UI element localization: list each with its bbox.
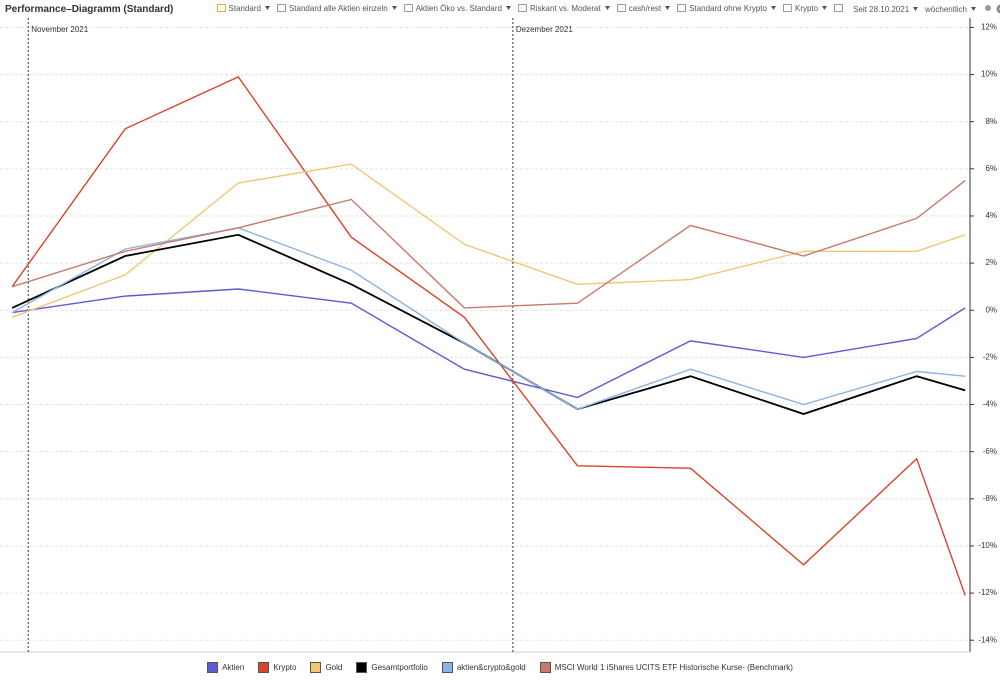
icons (984, 4, 1000, 14)
caret (505, 6, 511, 11)
y-tick-label: -10% (978, 541, 997, 550)
y-tick-label: -6% (983, 447, 997, 456)
view-item[interactable] (834, 4, 846, 13)
legend-item[interactable]: MSCI World 1 iShares UCITS ETF Historisc… (539, 661, 793, 673)
period-select[interactable]: Seit 28.10.2021 (853, 4, 919, 14)
legend-label: Aktien (222, 662, 245, 672)
legend-label: Gold (325, 662, 343, 672)
legend-item[interactable]: Gold (310, 661, 343, 673)
legend-swatch (207, 661, 219, 673)
y-tick-label: 10% (981, 70, 997, 79)
interval: wöchentlich (925, 4, 967, 14)
y-tick-label: 0% (985, 305, 997, 314)
legend-label: MSCI World 1 iShares UCITS ETF Historisc… (554, 662, 793, 672)
legend-swatch (356, 661, 368, 673)
legend-label: Gesamtportfolio (371, 662, 428, 672)
caret (391, 6, 397, 11)
legend-swatch (258, 661, 270, 673)
view-item[interactable]: Krypto (782, 3, 828, 13)
view-label: Standard ohne Krypto (689, 3, 767, 13)
series-line (11, 76, 966, 596)
legend-swatch (539, 661, 551, 673)
checkbox (517, 4, 527, 13)
user-icon[interactable] (984, 5, 991, 11)
legend-item[interactable]: aktien&crypto&gold (441, 661, 526, 673)
caret-shape (391, 6, 397, 11)
chart: 12% 10% 8% 6% 4% 2% 0% -2% -4% -6% -8% -10% -12% -14%… (0, 18, 997, 653)
view-list: Standard Standard alle Aktien einzeln Akti… (216, 3, 854, 15)
legend-swatch (310, 661, 322, 673)
chart-title: Performance–Diagramm (Standard) (5, 3, 174, 15)
y-tick-label: 6% (985, 164, 997, 173)
interval-select[interactable]: wöchentlich (925, 5, 976, 14)
settings-icon[interactable] (996, 4, 1000, 14)
caret-shape (770, 6, 776, 11)
checkbox (677, 4, 687, 13)
caret (970, 7, 976, 11)
legend-item[interactable]: Aktien (207, 661, 245, 673)
period: Seit 28.10.2021 (853, 4, 910, 14)
y-tick-label: 2% (985, 258, 997, 267)
legend-item[interactable]: Krypto (258, 661, 297, 673)
caret (665, 6, 671, 11)
caret (822, 6, 828, 11)
checkbox (403, 4, 413, 13)
legend-item[interactable]: Gesamtportfolio (356, 661, 428, 673)
view-label: Aktien Öko vs. Standard (415, 3, 502, 13)
y-tick-label: -12% (978, 588, 997, 597)
caret-shape (822, 6, 828, 11)
series-line (11, 233, 966, 415)
view-label: Standard alle Aktien einzeln (288, 3, 388, 13)
view-item[interactable]: cash/rest (616, 3, 671, 13)
legend-label: aktien&crypto&gold (456, 662, 526, 672)
view-item[interactable]: Standard ohne Krypto (677, 4, 776, 13)
checkbox (276, 4, 286, 13)
caret (604, 6, 610, 11)
view-item[interactable]: Aktien Öko vs. Standard (403, 3, 511, 13)
series-line (11, 163, 966, 318)
month-label: November 2021 (31, 25, 88, 34)
caret-shape (505, 6, 511, 11)
y-tick-label: -2% (983, 352, 997, 361)
caret-shape (264, 6, 270, 11)
legend-label: Krypto (273, 662, 297, 672)
legend-swatch (441, 661, 453, 673)
legend: Aktien Krypto Gold Gesamtportfolio aktien&cr… (0, 660, 1000, 674)
y-tick-label: 4% (985, 211, 997, 220)
view-label: Krypto (794, 3, 819, 13)
y-tick-label: 8% (985, 117, 997, 126)
toolbar: Performance–Diagramm (Standard) Standard… (0, 0, 1000, 18)
checkbox (216, 4, 226, 13)
view-item[interactable]: Standard (216, 3, 270, 13)
month-label: Dezember 2021 (516, 25, 573, 34)
view-label: Riskant vs. Moderat (529, 3, 601, 13)
view-item[interactable]: Riskant vs. Moderat (517, 3, 610, 13)
caret (770, 6, 776, 11)
caret (913, 7, 919, 11)
y-tick-label: 12% (981, 23, 997, 32)
checkbox (782, 4, 792, 13)
y-tick-label: -4% (983, 400, 997, 409)
caret-shape (604, 6, 610, 11)
series-line (11, 227, 966, 410)
view-item[interactable]: Standard alle Aktien einzeln (276, 3, 397, 13)
series-line (11, 288, 966, 399)
caret-shape (665, 6, 671, 11)
checkbox (616, 4, 626, 13)
caret (264, 6, 270, 11)
y-tick-label: -8% (983, 494, 997, 503)
view-label: Standard (228, 3, 261, 13)
y-tick-label: -14% (978, 635, 997, 644)
series-line (11, 180, 966, 309)
checkbox (834, 4, 844, 13)
view-label: cash/rest (628, 3, 662, 13)
